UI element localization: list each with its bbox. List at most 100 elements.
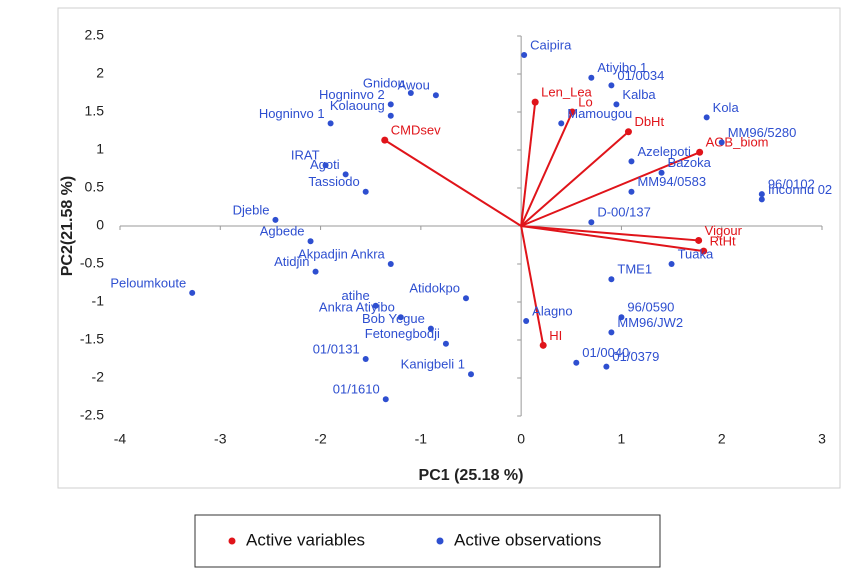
- observation-point: [189, 289, 196, 296]
- observation-point: [613, 101, 620, 108]
- observation-point: [703, 114, 710, 121]
- observation-label: Fetonegbodji: [365, 326, 440, 341]
- observation-point: [758, 191, 765, 198]
- observation-point: [272, 216, 279, 223]
- legend-label: Active variables: [246, 530, 365, 549]
- loading-vector: [520, 102, 537, 227]
- observation-label: Kola: [713, 100, 740, 115]
- x-tick-label: -2: [314, 431, 327, 447]
- observation-label: Awou: [398, 78, 430, 93]
- observation-label: 01/0040: [582, 345, 629, 360]
- observation-label: Djeble: [233, 202, 270, 217]
- observation-label: Kalba: [622, 87, 656, 102]
- x-tick-label: 2: [718, 431, 726, 447]
- observation-point: [327, 120, 334, 127]
- observation-label: Bazoka: [668, 155, 712, 170]
- observation-point: [442, 340, 449, 347]
- observation-point: [342, 171, 349, 178]
- observation-label: MM96/JW2: [617, 315, 683, 330]
- variable-label: Vigour: [705, 223, 743, 238]
- observation-point: [362, 188, 369, 195]
- observation-point: [608, 82, 615, 89]
- x-tick-label: -4: [114, 431, 127, 447]
- loading-vector: [520, 111, 574, 227]
- observation-point: [387, 112, 394, 119]
- chart-border: [57, 7, 841, 489]
- observation-label: Kolaoung: [330, 98, 385, 113]
- variable-label: Len_Lea: [541, 85, 592, 100]
- observation-point: [362, 356, 369, 362]
- variable-point: [531, 98, 539, 106]
- observation-label: 96/0590: [627, 300, 674, 315]
- y-tick-label: 1.5: [85, 103, 105, 119]
- variable-label: Lo: [578, 94, 592, 109]
- observation-point: [558, 120, 565, 127]
- y-tick-label: 1: [96, 141, 104, 157]
- observation-point: [588, 74, 595, 81]
- x-tick-label: -1: [415, 431, 428, 447]
- legend-label: Active observations: [454, 530, 601, 549]
- observation-label: 01/0379: [612, 349, 659, 364]
- variable-point: [539, 341, 547, 349]
- observation-point: [758, 196, 765, 203]
- observation-label: Peloumkoute: [110, 275, 186, 290]
- observation-point: [382, 396, 389, 403]
- loading-vector: [521, 225, 704, 253]
- observation-label: Bob Yegue: [362, 311, 425, 326]
- variable-point: [700, 247, 708, 255]
- observation-label: TME1: [617, 262, 652, 277]
- y-tick-label: -1.5: [80, 331, 104, 347]
- observation-label: IRAT: [291, 148, 320, 163]
- observation-label: Atidjin: [274, 254, 309, 269]
- observation-point: [608, 276, 615, 283]
- observation-label: Hogninvo 1: [259, 106, 325, 121]
- x-tick-label: 1: [618, 431, 626, 447]
- observation-point: [312, 268, 319, 275]
- observation-label: Tuaka: [678, 246, 714, 261]
- observation-point: [628, 158, 635, 165]
- variable-label: DbHt: [634, 114, 664, 129]
- observation-point: [432, 92, 439, 99]
- observation-point: [427, 325, 434, 332]
- observation-label: Akpadjin Ankra: [298, 246, 385, 261]
- y-axis-title: PC2(21.58 %): [59, 176, 76, 277]
- observation-point: [372, 302, 379, 309]
- observation-point: [468, 371, 474, 378]
- observation-point: [718, 139, 725, 146]
- observation-label: Azelepoti: [637, 144, 691, 159]
- loading-vector: [520, 151, 701, 227]
- observation-label: D-00/137: [597, 205, 650, 220]
- x-tick-label: 3: [818, 431, 826, 447]
- observation-point: [668, 261, 675, 267]
- observation-point: [628, 188, 635, 195]
- observation-label: Tassiodo: [308, 174, 359, 189]
- observation-point: [387, 101, 394, 108]
- variable-label: AGB_biom: [706, 135, 769, 150]
- observation-point: [603, 363, 610, 370]
- observation-label: Atidokpo: [409, 281, 460, 296]
- y-tick-label: 2.5: [85, 27, 105, 43]
- observation-point: [322, 162, 329, 169]
- observation-label: MM94/0583: [637, 174, 706, 189]
- y-tick-label: -1: [92, 293, 105, 309]
- loading-vector: [520, 131, 630, 227]
- observation-point: [523, 318, 530, 324]
- legend-marker: [228, 537, 236, 545]
- legend-marker: [436, 537, 444, 545]
- observation-label: Inconnu 02: [768, 182, 832, 197]
- observation-label: Mamougou: [567, 106, 632, 121]
- y-tick-label: -2.5: [80, 407, 104, 423]
- observation-point: [521, 52, 528, 58]
- observation-point: [573, 359, 580, 366]
- observation-point: [397, 314, 404, 321]
- loading-vector: [384, 139, 522, 227]
- observation-label: 01/0131: [313, 341, 360, 356]
- observation-point: [658, 169, 665, 176]
- observation-label: Gnidou: [363, 75, 405, 90]
- observation-point: [387, 261, 394, 267]
- observation-label: Kanigbeli 1: [401, 357, 465, 372]
- y-tick-label: 0.5: [85, 179, 105, 195]
- observation-point: [407, 90, 414, 96]
- observation-label: 96/0102: [768, 177, 815, 192]
